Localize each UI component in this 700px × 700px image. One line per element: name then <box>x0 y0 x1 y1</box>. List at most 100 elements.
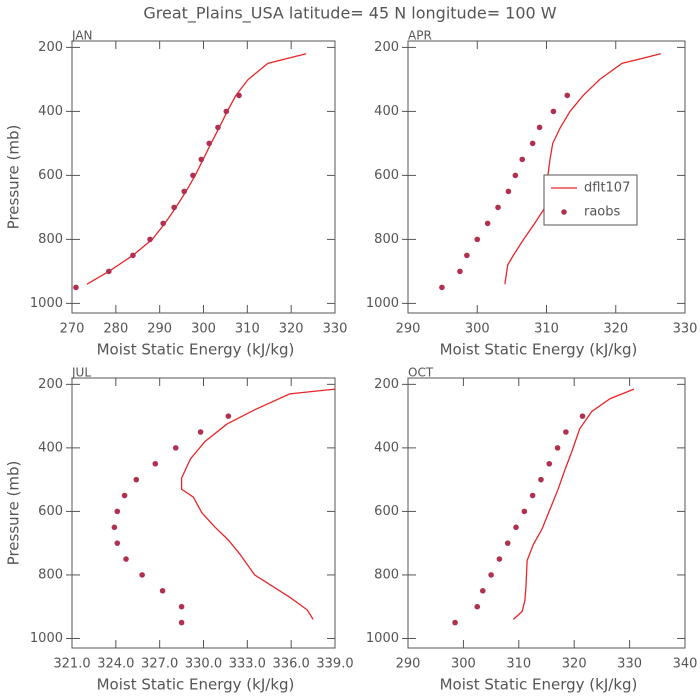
marker <box>198 156 205 163</box>
y-tick-label: 1000 <box>366 631 399 646</box>
marker <box>178 603 185 610</box>
panel: APR 290 300 310 320 330 200 400 600 800 1000 Moist … <box>366 29 698 359</box>
legend-marker <box>561 209 567 215</box>
x-tick-label: 310 <box>506 657 531 672</box>
x-tick-label: 300 <box>465 322 490 337</box>
marker <box>579 413 586 419</box>
panel-title: JAN <box>71 29 93 43</box>
marker <box>474 603 481 610</box>
legend-label: raobs <box>584 205 621 220</box>
marker <box>225 413 232 419</box>
marker <box>546 460 553 467</box>
x-tick-label: 327.0 <box>141 657 178 672</box>
y-tick-label: 1000 <box>30 631 63 646</box>
marker <box>519 156 526 163</box>
y-tick-label: 400 <box>374 104 399 119</box>
marker <box>160 220 166 227</box>
x-tick-label: 330 <box>673 322 698 337</box>
panel-title: APR <box>408 29 432 43</box>
profile-line <box>512 388 635 620</box>
marker <box>529 492 536 499</box>
marker <box>488 572 494 578</box>
profile-line <box>86 53 307 285</box>
profile-line <box>504 53 661 285</box>
marker <box>505 188 512 195</box>
marker <box>114 540 121 546</box>
marker <box>147 236 153 243</box>
legend-label: dflt107 <box>584 181 630 196</box>
marker <box>529 140 536 147</box>
panel-title: JUL <box>71 366 91 380</box>
panel: JAN 270 280 290 300 310 320 330 200 400 600 800 1000… <box>5 29 348 359</box>
marker <box>133 476 140 483</box>
marker <box>223 108 230 115</box>
y-tick-label: 200 <box>38 40 63 55</box>
marker <box>178 619 185 626</box>
marker <box>538 476 544 483</box>
marker <box>111 524 118 531</box>
y-tick-label: 600 <box>374 504 399 519</box>
marker <box>464 252 470 259</box>
x-tick-label: 320 <box>603 322 628 337</box>
y-axis-label: Pressure (mb) <box>5 461 23 566</box>
y-tick-label: 800 <box>374 232 399 247</box>
profile-line <box>180 388 336 620</box>
plot-frame <box>407 377 686 649</box>
marker <box>123 556 129 562</box>
legend: dflt107 raobs <box>543 174 638 226</box>
marker <box>130 252 136 259</box>
y-tick-label: 200 <box>38 377 63 392</box>
marker <box>474 236 481 243</box>
x-tick-label: 290 <box>396 657 421 672</box>
y-tick-label: 1000 <box>366 296 399 311</box>
x-axis-label: Moist Static Energy (kJ/kg) <box>440 341 638 359</box>
x-tick-label: 336.0 <box>273 657 310 672</box>
marker <box>206 140 212 147</box>
x-axis-label: Moist Static Energy (kJ/kg) <box>440 676 638 694</box>
y-tick-label: 800 <box>374 567 399 582</box>
marker <box>479 588 486 594</box>
x-axis-label: Moist Static Energy (kJ/kg) <box>97 341 295 359</box>
x-tick-label: 339.0 <box>316 657 353 672</box>
marker <box>439 284 445 291</box>
y-tick-label: 800 <box>38 567 63 582</box>
marker <box>550 108 557 115</box>
x-tick-label: 330 <box>323 322 348 337</box>
marker <box>513 524 519 531</box>
plot-frame <box>71 377 336 649</box>
marker <box>495 204 501 211</box>
x-tick-label: 290 <box>147 322 172 337</box>
y-tick-label: 1000 <box>30 296 63 311</box>
marker <box>563 429 569 435</box>
x-tick-label: 280 <box>103 322 128 337</box>
marker <box>171 204 177 211</box>
x-tick-label: 310 <box>235 322 260 337</box>
y-tick-label: 200 <box>374 377 399 392</box>
y-tick-label: 400 <box>38 440 63 455</box>
marker <box>106 268 112 275</box>
x-tick-label: 340 <box>673 657 698 672</box>
marker <box>512 172 519 179</box>
marker <box>197 429 204 435</box>
marker <box>121 492 128 499</box>
marker <box>215 124 221 131</box>
y-tick-label: 800 <box>38 232 63 247</box>
marker <box>73 284 79 291</box>
x-tick-label: 300 <box>191 322 216 337</box>
marker <box>504 540 511 546</box>
x-tick-label: 330.0 <box>185 657 222 672</box>
marker <box>521 508 528 515</box>
marker <box>484 220 491 227</box>
y-axis-label: Pressure (mb) <box>5 125 23 230</box>
y-tick-label: 400 <box>38 104 63 119</box>
x-tick-label: 324.0 <box>97 657 134 672</box>
x-tick-label: 270 <box>60 322 85 337</box>
marker <box>457 268 463 275</box>
marker <box>564 92 571 99</box>
marker <box>190 172 196 179</box>
marker <box>236 92 242 99</box>
marker <box>554 445 561 451</box>
panel-title: OCT <box>408 366 434 380</box>
